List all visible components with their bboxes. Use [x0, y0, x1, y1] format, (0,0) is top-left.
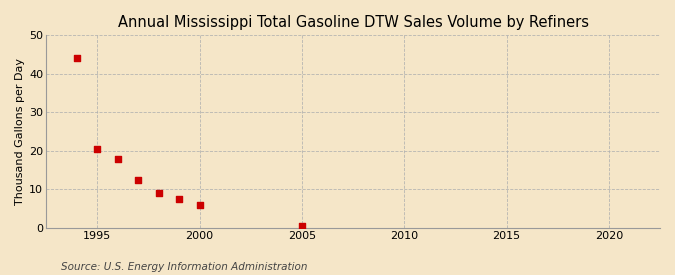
Point	[296, 224, 307, 228]
Point	[194, 203, 205, 207]
Point	[112, 156, 123, 161]
Point	[72, 56, 82, 61]
Y-axis label: Thousand Gallons per Day: Thousand Gallons per Day	[15, 58, 25, 205]
Text: Source: U.S. Energy Information Administration: Source: U.S. Energy Information Administ…	[61, 262, 307, 272]
Point	[92, 147, 103, 151]
Point	[133, 178, 144, 182]
Point	[173, 197, 184, 201]
Point	[153, 191, 164, 196]
Title: Annual Mississippi Total Gasoline DTW Sales Volume by Refiners: Annual Mississippi Total Gasoline DTW Sa…	[117, 15, 589, 30]
